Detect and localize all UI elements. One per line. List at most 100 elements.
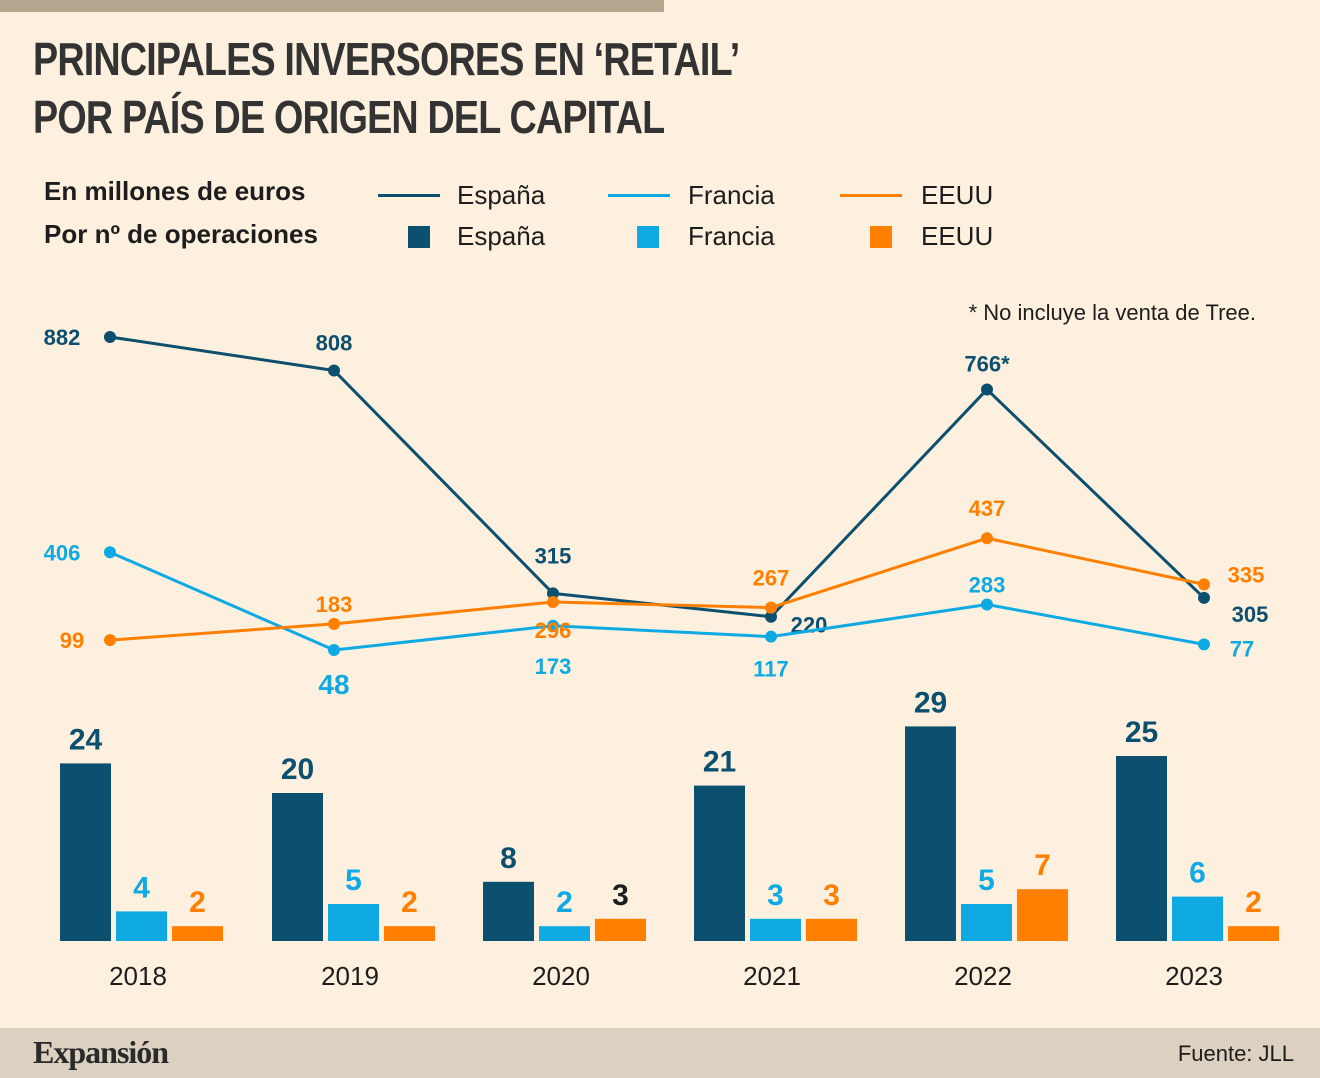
legend-line-spain-label: España bbox=[457, 180, 546, 210]
line-label-france-2021: 117 bbox=[753, 657, 789, 682]
line-label-usa-2023: 335 bbox=[1228, 562, 1265, 587]
bar-label-spain-2020: 8 bbox=[500, 842, 517, 875]
bar-usa-2018 bbox=[172, 926, 223, 941]
line-label-usa-2020: 296 bbox=[535, 618, 572, 643]
legend-line-usa-label: EEUU bbox=[921, 180, 994, 210]
line-point-spain-2023 bbox=[1198, 591, 1210, 604]
legend-bar-spain-label: España bbox=[457, 221, 546, 251]
line-point-usa-2020 bbox=[547, 596, 559, 608]
bar-label-france-2023: 6 bbox=[1189, 857, 1206, 890]
legend-line-usa bbox=[840, 194, 902, 197]
chart-title-line-1: PRINCIPALES INVERSORES EN ‘RETAIL’ bbox=[33, 33, 740, 85]
legend-line-france bbox=[608, 194, 670, 197]
x-tick-2022: 2022 bbox=[954, 961, 1012, 991]
bar-label-france-2018: 4 bbox=[133, 871, 150, 904]
line-label-spain-2023: 305 bbox=[1232, 602, 1269, 627]
bar-spain-2023 bbox=[1116, 756, 1167, 941]
bar-label-france-2020: 2 bbox=[556, 886, 573, 919]
line-label-usa-2022: 437 bbox=[969, 496, 1006, 521]
line-label-france-2020: 173 bbox=[535, 654, 572, 679]
line-point-usa-2022 bbox=[981, 532, 993, 545]
line-label-spain-2019: 808 bbox=[316, 330, 353, 355]
line-label-france-2018: 406 bbox=[44, 540, 81, 565]
line-label-spain-2018: 882 bbox=[44, 325, 81, 350]
line-label-usa-2018: 99 bbox=[60, 628, 84, 653]
legend-bar-france bbox=[637, 226, 659, 248]
top-bar bbox=[0, 0, 664, 12]
bar-france-2019 bbox=[328, 904, 379, 941]
bar-label-spain-2021: 21 bbox=[703, 746, 736, 779]
bar-spain-2020 bbox=[483, 881, 534, 941]
legend-bar-usa-label: EEUU bbox=[921, 221, 994, 251]
bar-label-spain-2019: 20 bbox=[281, 753, 314, 786]
line-label-usa-2021: 267 bbox=[753, 566, 790, 591]
line-label-usa-2019: 183 bbox=[316, 592, 353, 617]
bar-usa-2022 bbox=[1017, 889, 1068, 941]
line-label-france-2022: 283 bbox=[969, 573, 1006, 598]
line-point-france-2019 bbox=[328, 644, 340, 656]
bar-label-usa-2021: 3 bbox=[823, 879, 840, 912]
bar-label-france-2019: 5 bbox=[345, 864, 362, 897]
bar-label-usa-2018: 2 bbox=[189, 886, 206, 919]
bar-spain-2019 bbox=[272, 793, 323, 941]
bar-label-usa-2022: 7 bbox=[1034, 849, 1051, 882]
line-point-usa-2023 bbox=[1198, 578, 1210, 591]
brand-logo: Expansión bbox=[33, 1034, 169, 1070]
legend-bar-france-label: Francia bbox=[688, 221, 775, 251]
line-series-usa bbox=[109, 536, 1205, 642]
line-point-spain-2022 bbox=[981, 383, 993, 396]
legend-bars-label: Por nº de operaciones bbox=[44, 219, 318, 249]
line-point-france-2023 bbox=[1198, 638, 1210, 651]
bar-usa-2020 bbox=[595, 918, 646, 941]
bar-label-usa-2020: 3 bbox=[612, 879, 629, 912]
line-label-spain-2022: 766* bbox=[964, 351, 1010, 376]
line-point-france-2018 bbox=[104, 546, 116, 559]
legend-bar-spain bbox=[408, 226, 430, 248]
line-label-spain-2020: 315 bbox=[535, 543, 572, 568]
line-series-spain bbox=[109, 335, 1206, 619]
bar-france-2018 bbox=[116, 911, 167, 941]
line-point-usa-2019 bbox=[328, 617, 340, 630]
bar-label-usa-2023: 2 bbox=[1245, 886, 1262, 919]
bar-label-france-2021: 3 bbox=[767, 879, 784, 912]
bar-spain-2018 bbox=[60, 763, 111, 941]
line-point-spain-2019 bbox=[328, 364, 340, 377]
line-point-usa-2021 bbox=[765, 601, 777, 614]
bar-france-2021 bbox=[750, 918, 801, 941]
bar-france-2022 bbox=[961, 904, 1012, 941]
line-point-spain-2020 bbox=[547, 587, 559, 600]
bar-spain-2021 bbox=[694, 785, 745, 941]
bar-label-spain-2022: 29 bbox=[914, 686, 947, 719]
bar-label-france-2022: 5 bbox=[978, 864, 995, 897]
x-tick-2019: 2019 bbox=[321, 961, 379, 991]
legend-line-spain bbox=[378, 194, 440, 197]
line-point-france-2022 bbox=[981, 598, 993, 611]
footer: Expansión Fuente: JLL bbox=[0, 1028, 1320, 1078]
bar-usa-2019 bbox=[384, 926, 435, 941]
bar-usa-2023 bbox=[1228, 926, 1279, 941]
source-note: Fuente: JLL bbox=[1177, 1041, 1294, 1066]
line-point-spain-2018 bbox=[104, 331, 116, 343]
line-point-france-2020 bbox=[547, 619, 559, 632]
x-tick-2020: 2020 bbox=[532, 961, 590, 991]
line-point-france-2021 bbox=[765, 630, 777, 643]
chart-title-line-2: POR PAÍS DE ORIGEN DEL CAPITAL bbox=[33, 91, 665, 143]
legend-bar-usa bbox=[870, 226, 892, 248]
line-point-usa-2018 bbox=[104, 634, 116, 647]
line-label-france-2019: 48 bbox=[318, 669, 349, 700]
bar-france-2023 bbox=[1172, 896, 1223, 941]
line-point-spain-2021 bbox=[765, 610, 777, 623]
bar-label-usa-2019: 2 bbox=[401, 886, 418, 919]
line-series-france bbox=[109, 550, 1205, 652]
bar-label-spain-2018: 24 bbox=[69, 723, 103, 756]
legend-line-france-label: Francia bbox=[688, 180, 775, 210]
bar-usa-2021 bbox=[806, 918, 857, 941]
bar-france-2020 bbox=[539, 926, 590, 941]
bar-spain-2022 bbox=[905, 726, 956, 941]
x-tick-2021: 2021 bbox=[743, 961, 801, 991]
bar-label-spain-2023: 25 bbox=[1125, 716, 1158, 749]
legend-lines-label: En millones de euros bbox=[44, 176, 306, 206]
line-label-france-2023: 77 bbox=[1230, 636, 1254, 661]
